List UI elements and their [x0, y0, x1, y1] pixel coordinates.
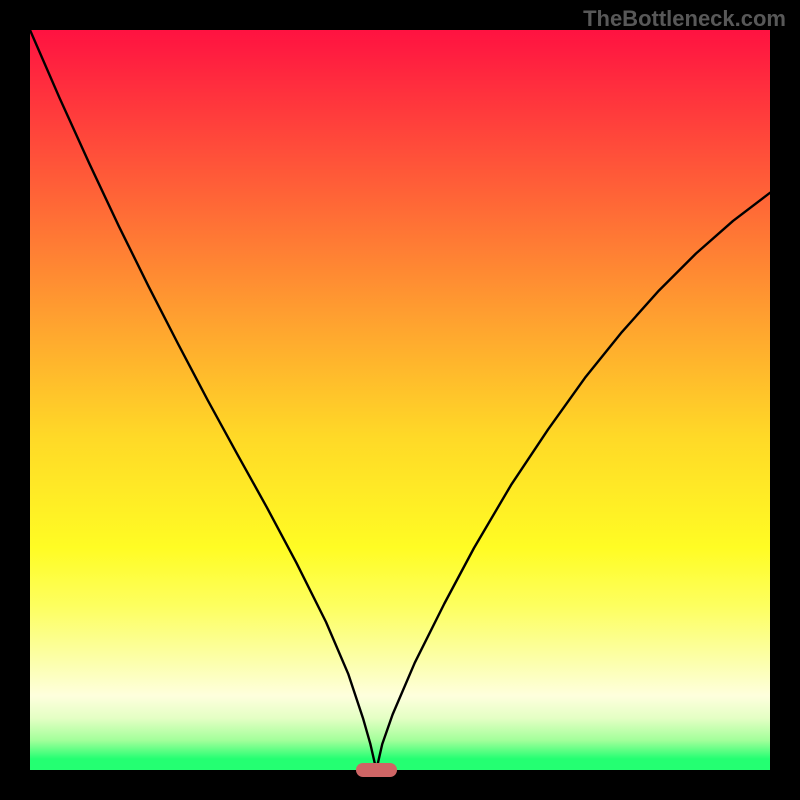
curve-layer — [30, 30, 770, 770]
minimum-marker — [356, 763, 397, 777]
plot-area — [30, 30, 770, 770]
bottleneck-curve — [30, 30, 770, 770]
watermark-text: TheBottleneck.com — [583, 6, 786, 32]
chart-container: TheBottleneck.com — [0, 0, 800, 800]
